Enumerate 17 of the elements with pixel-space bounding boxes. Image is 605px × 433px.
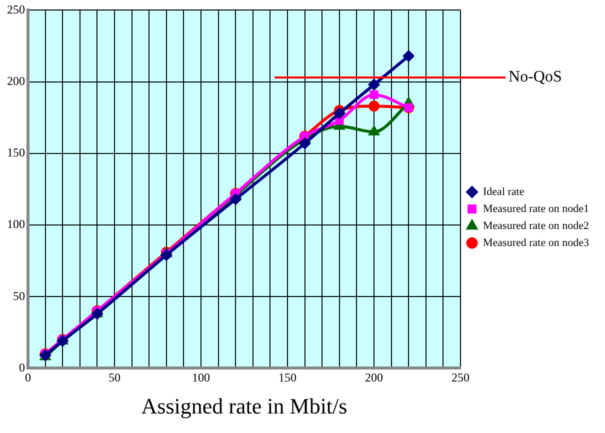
legend-label: Measured rate on node2 — [483, 220, 590, 232]
y-tick-label: 0 — [19, 360, 25, 374]
y-tick-label: 100 — [7, 217, 25, 232]
x-tick-label: 150 — [278, 370, 297, 385]
y-tick-label: 200 — [7, 74, 25, 88]
y-tick-label: 50 — [13, 288, 25, 303]
y-tick-label: 250 — [7, 2, 25, 16]
x-tick-label: 100 — [192, 370, 210, 385]
ref-line-label: No-QoS — [508, 68, 562, 86]
legend-label: Measured rate on node3 — [483, 236, 590, 249]
x-tick-label: 50 — [108, 370, 120, 385]
x-tick-label: 200 — [365, 370, 384, 385]
x-axis-title: Assigned rate in Mbit/s — [141, 394, 348, 419]
y-tick-label: 150 — [7, 146, 25, 160]
x-tick-label: 250 — [452, 370, 470, 385]
legend-label: Measured rate on node1 — [483, 202, 590, 215]
legend-label: Ideal rate — [483, 186, 524, 198]
